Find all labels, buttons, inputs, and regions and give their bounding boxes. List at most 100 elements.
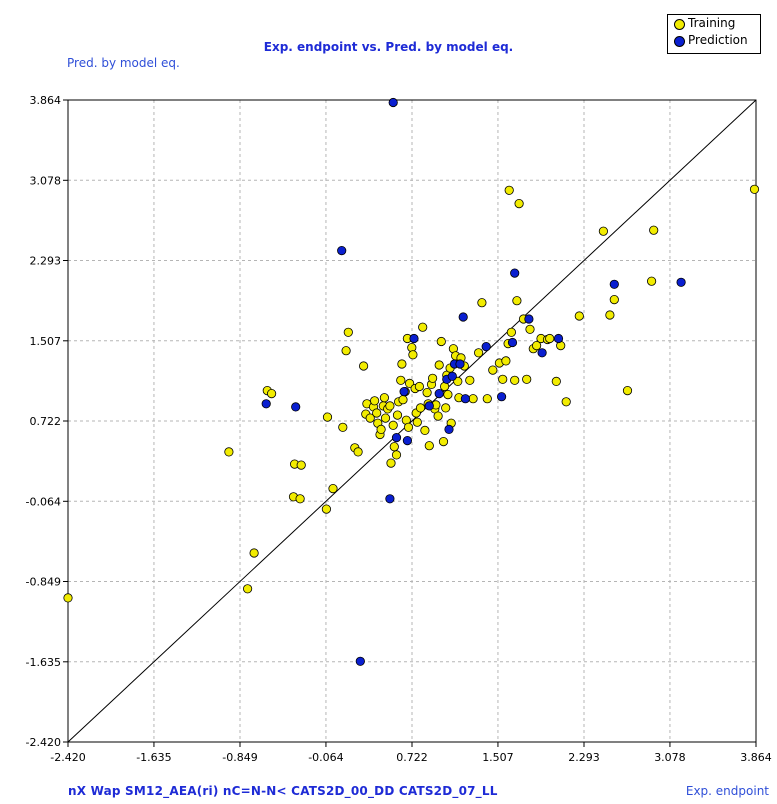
y-tick-label: 2.293 xyxy=(30,255,62,268)
prediction-point xyxy=(424,401,434,411)
training-point xyxy=(434,360,444,370)
legend-item-training: Training xyxy=(668,16,760,32)
training-point xyxy=(510,375,520,385)
x-axis-label: Exp. endpoint xyxy=(685,784,769,798)
training-point xyxy=(365,413,375,423)
prediction-point xyxy=(460,394,470,404)
prediction-point xyxy=(388,97,398,108)
x-tick-label: -2.420 xyxy=(50,751,85,764)
training-point xyxy=(296,460,306,470)
training-point xyxy=(353,447,363,457)
prediction-point xyxy=(609,279,619,289)
training-point xyxy=(338,422,348,432)
x-tick-label: -1.635 xyxy=(136,751,171,764)
prediction-point xyxy=(402,435,412,446)
training-point xyxy=(372,408,382,418)
training-point xyxy=(398,395,408,405)
training-point xyxy=(414,381,424,392)
training-point xyxy=(422,387,432,398)
training-point xyxy=(376,424,386,434)
training-point xyxy=(609,294,619,305)
training-point xyxy=(433,411,443,421)
y-tick-label: 3.078 xyxy=(30,174,62,187)
prediction-point xyxy=(496,392,507,402)
training-point xyxy=(224,447,234,457)
prediction-point xyxy=(481,341,491,352)
training-point xyxy=(418,322,428,332)
prediction-point xyxy=(510,268,520,278)
prediction-point xyxy=(409,333,419,344)
training-point xyxy=(477,298,487,308)
y-tick-label: -1.635 xyxy=(26,656,61,669)
training-point xyxy=(488,365,498,375)
y-tick-label: -2.420 xyxy=(26,736,61,749)
x-tick-label: 2.293 xyxy=(568,751,600,764)
training-point xyxy=(438,436,449,447)
y-tick-label: 1.507 xyxy=(30,335,62,348)
training-point xyxy=(646,276,657,286)
legend-item-prediction: Prediction xyxy=(668,33,760,49)
training-point xyxy=(504,185,514,195)
training-point xyxy=(501,356,511,366)
training-point xyxy=(397,359,407,369)
training-point xyxy=(389,442,399,452)
x-tick-label: 1.507 xyxy=(482,751,514,764)
prediction-point xyxy=(455,359,465,369)
data-points xyxy=(63,97,760,666)
training-point xyxy=(386,458,396,468)
y-tick-label: 3.864 xyxy=(30,94,62,107)
training-point xyxy=(443,389,453,400)
x-tick-label: 3.078 xyxy=(654,751,686,764)
training-point xyxy=(605,310,615,320)
training-point xyxy=(482,394,492,404)
training-point xyxy=(415,403,426,413)
legend-training-marker xyxy=(674,19,685,30)
prediction-point xyxy=(444,424,454,434)
prediction-point xyxy=(434,388,444,399)
prediction-point xyxy=(553,333,564,344)
training-point xyxy=(424,441,434,451)
training-point xyxy=(525,324,535,334)
training-point xyxy=(243,584,253,594)
prediction-point xyxy=(537,348,547,358)
training-point xyxy=(379,393,389,403)
y-tick-labels: -2.420 -1.635 -0.849 -0.064 0.722 1.507 2.293 3… xyxy=(26,94,68,749)
training-point xyxy=(412,417,422,427)
training-point xyxy=(436,336,446,347)
training-point xyxy=(388,420,398,430)
training-point xyxy=(408,350,418,360)
y-axis-label: Pred. by model eq. xyxy=(67,56,180,70)
chart-title: Exp. endpoint vs. Pred. by model eq. xyxy=(263,40,514,54)
prediction-point xyxy=(676,277,686,287)
training-point xyxy=(551,376,561,386)
training-point xyxy=(358,361,369,371)
training-point xyxy=(506,327,516,337)
x-tick-label: -0.849 xyxy=(222,751,257,764)
diagonal-line xyxy=(67,99,757,743)
training-point xyxy=(343,327,353,337)
prediction-point xyxy=(291,402,301,412)
training-point xyxy=(420,425,430,435)
training-point xyxy=(385,401,395,411)
training-point xyxy=(391,450,402,460)
x-tick-label: 0.722 xyxy=(396,751,428,764)
prediction-point xyxy=(507,337,518,348)
y-tick-label: -0.064 xyxy=(26,495,61,508)
training-point xyxy=(63,593,73,603)
x-tick-label: 3.864 xyxy=(740,751,772,764)
y-tick-label: 0.722 xyxy=(30,415,62,428)
training-point xyxy=(649,225,659,235)
prediction-point xyxy=(385,494,395,504)
training-point xyxy=(473,348,484,358)
training-point xyxy=(749,184,760,194)
x-tick-labels: -2.420 -1.635 -0.849 -0.064 0.722 1.507 2.293 3… xyxy=(50,742,772,764)
training-point xyxy=(545,333,555,344)
training-point xyxy=(380,413,391,423)
training-point xyxy=(341,346,351,356)
training-point xyxy=(512,296,522,306)
training-point xyxy=(561,397,571,407)
training-point xyxy=(427,373,438,383)
training-point xyxy=(295,494,305,504)
training-point xyxy=(266,388,277,399)
